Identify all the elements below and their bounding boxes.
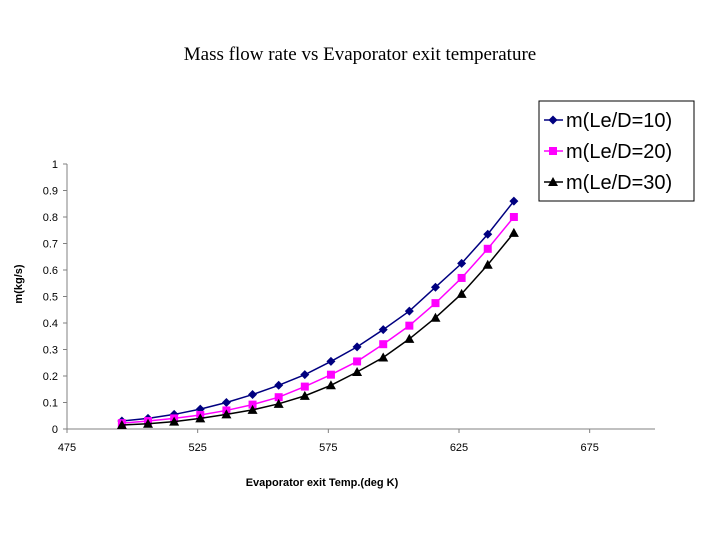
data-point [143,418,154,428]
data-point [457,258,467,268]
y-tick-label: 0.5 [43,292,58,304]
data-point [299,390,310,400]
data-point [405,321,414,330]
legend-entry: m(Le/D=20) [544,141,672,163]
legend-label: m(Le/D=20) [566,141,672,163]
y-tick-label: 0.8 [43,212,58,224]
legend: m(Le/D=10) m(Le/D=20) m(Le/D=30) [538,100,695,202]
data-point [379,340,388,349]
data-point [509,213,518,221]
legend-box [538,100,695,202]
data-point [404,333,415,343]
data-point [326,356,336,366]
data-point [378,325,388,335]
legend-entry: m(Le/D=10) [544,110,672,132]
axes: 0 0.1 0.2 0.3 0.4 0.5 0.6 0.7 0.8 0.9 1 475 525 575 62… [13,159,655,489]
x-tick-label: 525 [188,442,206,454]
series-line [121,232,515,426]
y-tick-label: 1 [52,159,58,171]
y-tick-label: 0.9 [43,186,58,198]
data-point [482,259,493,269]
series-2 [117,213,518,428]
data-point [300,382,309,391]
data-point [195,413,206,423]
data-point [248,400,257,409]
y-tick-label: 0.3 [43,345,58,357]
data-point [431,299,440,308]
data-point [404,306,414,316]
y-tick-label: 0.1 [43,398,58,410]
series-3 [116,227,519,430]
x-tick-label: 625 [450,442,468,454]
x-tick-label: 675 [580,442,598,454]
data-point [221,398,231,407]
y-tick-label: 0.7 [43,239,58,251]
data-point [509,196,519,206]
series-line [121,216,515,424]
y-tick-label: 0.4 [43,318,58,330]
data-point [274,380,284,390]
data-point [430,282,440,292]
data-point [483,244,492,253]
x-tick-label: 575 [319,442,337,454]
data-point [352,367,363,377]
legend-marker [548,177,558,186]
data-point [430,312,441,322]
data-point [508,227,519,237]
data-point [273,398,284,408]
data-point [378,352,389,362]
data-point [247,404,258,414]
data-point [116,420,127,430]
chart-title: Mass flow rate vs Evaporator exit temper… [183,44,537,65]
legend-marker [549,147,557,155]
data-point [248,390,258,400]
y-tick-label: 0.2 [43,371,58,383]
data-point [300,370,310,380]
legend-marker [548,115,558,125]
y-axis-label: m(kg/s) [13,264,25,303]
legend-label: m(Le/D=10) [566,110,672,132]
series-line [121,200,515,422]
series-1 [117,196,519,426]
x-tick-label: 475 [58,442,76,454]
x-axis-label: Evaporator exit Temp.(deg K) [246,477,399,489]
plot-area [116,196,519,430]
legend-entry: m(Le/D=30) [544,172,672,194]
data-point [353,357,362,366]
data-point [326,370,335,379]
data-point [274,393,283,402]
data-point [483,229,493,239]
y-tick-label: 0 [52,424,58,436]
data-point [221,409,232,419]
data-point [169,416,180,426]
y-tick-label: 0.6 [43,265,58,277]
legend-label: m(Le/D=30) [566,172,672,194]
data-point [457,273,466,282]
data-point [352,342,362,352]
data-point [325,380,336,390]
data-point [456,288,467,298]
